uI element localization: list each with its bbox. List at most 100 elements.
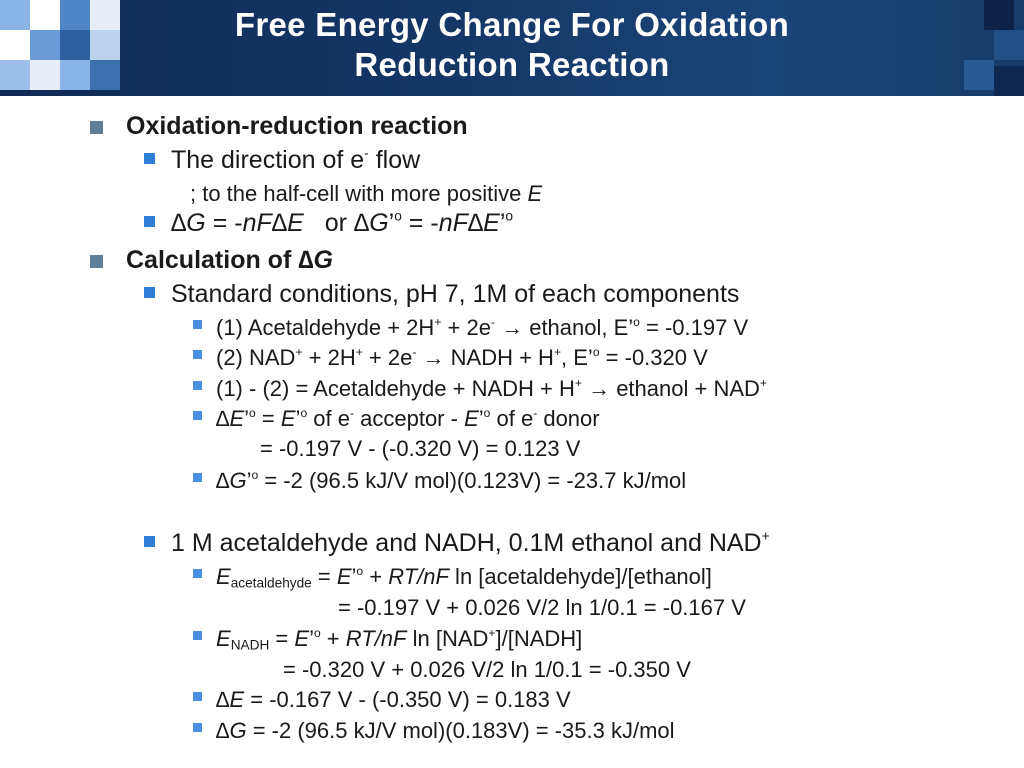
- delta-symbol: ∆: [216, 468, 230, 493]
- e-nadh-result: = -0.320 V + 0.026 V/2 ln 1/0.1 = -0.350…: [283, 657, 691, 683]
- prime: ’: [295, 406, 301, 431]
- decor-tile: [0, 60, 30, 90]
- item-standard-conditions: Standard conditions, pH 7, 1M of each co…: [171, 280, 739, 309]
- delta-symbol: ∆: [271, 209, 288, 237]
- bullet-marker: [193, 692, 202, 701]
- delta-e-definition: ∆E’o = E’o of e- acceptor - E’o of e- do…: [216, 406, 600, 432]
- subscript: NADH: [230, 637, 270, 653]
- decor-tile: [984, 0, 1014, 30]
- superscript: o: [356, 563, 364, 578]
- heading-calculation: Calculation of ∆G: [126, 246, 333, 275]
- result-text: = -0.167 V - (-0.350 V) = 0.183 V: [244, 687, 571, 712]
- decor-tile: [994, 66, 1024, 96]
- heading-redox: Oxidation-reduction reaction: [126, 112, 468, 141]
- item-nonstandard: 1 M acetaldehyde and NADH, 0.1M ethanol …: [171, 529, 770, 558]
- reaction-text: (1) Acetaldehyde + 2H: [216, 315, 435, 340]
- equals: =: [269, 626, 295, 651]
- superscript: -: [364, 145, 369, 161]
- variable-e: E: [336, 564, 352, 589]
- bullet-marker: [193, 723, 202, 732]
- decor-tile: [0, 0, 30, 30]
- reaction-1: (1) Acetaldehyde + 2H+ + 2e- → ethanol, …: [216, 315, 748, 341]
- bullet-marker: [90, 255, 103, 268]
- arrow-right-icon: →: [501, 315, 524, 340]
- bullet-marker: [144, 216, 155, 227]
- variable-nf: nF: [438, 209, 468, 237]
- variable-rtnf: RT/nF: [345, 626, 407, 651]
- item-text: 1 M acetaldehyde and NADH, 0.1M ethanol …: [171, 529, 762, 557]
- decor-tile: [60, 60, 90, 90]
- e-nadh: ENADH = E’o + RT/nF ln [NAD+]/[NADH]: [216, 626, 582, 652]
- text: ]/[NADH]: [495, 626, 583, 651]
- text: of e: [490, 406, 534, 431]
- plus: +: [320, 626, 346, 651]
- reaction-text: ethanol + NAD: [610, 376, 760, 401]
- text: of e: [307, 406, 350, 431]
- decor-tile: [90, 0, 120, 30]
- superscript: -: [490, 314, 495, 329]
- bullet-marker: [90, 121, 103, 134]
- variable-e: E: [229, 406, 245, 431]
- text: ln [acetaldehyde]/[ethanol]: [448, 564, 712, 589]
- reaction-text: = -0.320 V: [599, 345, 708, 370]
- bullet-marker: [193, 411, 202, 420]
- variable-e: E: [216, 564, 231, 589]
- e-acetaldehyde: Eacetaldehyde = E’o + RT/nF ln [acetalde…: [216, 564, 712, 590]
- decor-tile: [30, 60, 60, 90]
- text: ln [NAD: [406, 626, 489, 651]
- decor-tile: [0, 30, 30, 60]
- variable-e: E: [216, 626, 231, 651]
- bullet-marker: [144, 287, 155, 298]
- bullet-marker: [193, 631, 202, 640]
- equals: =: [311, 564, 337, 589]
- title-line-1: Free Energy Change For Oxidation: [234, 6, 790, 43]
- bullet-marker: [193, 569, 202, 578]
- variable-rtnf: RT/nF: [388, 564, 449, 589]
- reaction-text: NADH + H: [444, 345, 554, 370]
- superscript: +: [759, 375, 767, 390]
- item-text: The direction of e: [171, 146, 365, 174]
- superscript: o: [249, 405, 256, 420]
- text: donor: [537, 406, 600, 431]
- arrow-right-icon: →: [588, 376, 611, 401]
- text: acceptor -: [354, 406, 465, 431]
- delta-g-nonstandard: ∆G = -2 (96.5 kJ/V mol)(0.183V) = -35.3 …: [216, 718, 675, 744]
- title-bar: Free Energy Change For Oxidation Reducti…: [0, 0, 1024, 96]
- reaction-text: (1) - (2) = Acetaldehyde + NADH + H: [216, 376, 575, 401]
- result-text: = -2 (96.5 kJ/V mol)(0.183V) = -35.3 kJ/…: [246, 718, 675, 743]
- delta-symbol: ∆: [216, 718, 230, 743]
- reaction-text: + 2e: [362, 345, 413, 370]
- decor-tile: [90, 30, 120, 60]
- bullet-marker: [144, 536, 155, 547]
- variable-g: G: [369, 209, 389, 237]
- bullet-marker: [193, 350, 202, 359]
- heading-text: Oxidation-reduction reaction: [126, 112, 468, 140]
- delta-symbol: ∆: [216, 687, 230, 712]
- superscript: o: [300, 405, 308, 420]
- variable-e: E: [287, 209, 304, 237]
- equation-delta-g: ∆G = -nF∆E or ∆G’o = -nF∆E’o: [171, 209, 513, 238]
- decor-tile: [994, 30, 1024, 60]
- bullet-marker: [193, 381, 202, 390]
- decor-tile: [30, 30, 60, 60]
- reaction-text: ethanol, E’: [523, 315, 634, 340]
- page-title: Free Energy Change For Oxidation Reducti…: [140, 5, 884, 85]
- delta-e-result: = -0.197 V - (-0.320 V) = 0.123 V: [260, 436, 580, 462]
- note-half-cell: ; to the half-cell with more positive E: [190, 181, 542, 207]
- reaction-text: = -0.197 V: [639, 315, 749, 340]
- bullet-marker: [144, 153, 155, 164]
- superscript: o: [633, 314, 640, 329]
- prime: ’: [246, 468, 252, 493]
- result-text: = -0.197 V + 0.026 V/2 ln 1/0.1 = -0.167…: [338, 595, 746, 620]
- decor-tile: [60, 0, 90, 30]
- reaction-2: (2) NAD+ + 2H+ + 2e- → NADH + H+, E’o = …: [216, 345, 708, 371]
- superscript: +: [434, 314, 442, 329]
- reaction-net: (1) - (2) = Acetaldehyde + NADH + H + → e…: [216, 376, 767, 402]
- delta-symbol: ∆: [171, 209, 187, 237]
- or-text: or: [324, 209, 347, 237]
- variable-e: E: [280, 406, 296, 431]
- reaction-text: (2) NAD: [216, 345, 296, 370]
- decor-tile: [30, 0, 60, 30]
- superscript: +: [553, 344, 562, 359]
